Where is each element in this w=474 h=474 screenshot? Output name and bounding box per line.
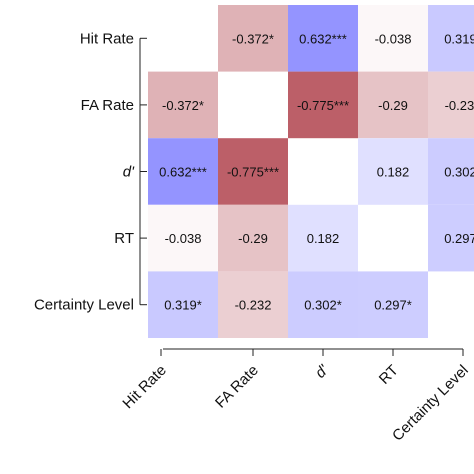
heatmap-cell-hit-rate-rt (358, 5, 428, 72)
heatmap-cell-hit-rate-certainty-level (428, 5, 474, 72)
heatmap-cell-rt-d (288, 204, 358, 272)
cell-value-label: -0.29 (378, 98, 408, 113)
cell-value-label: -0.232 (235, 298, 272, 313)
cell-value-label: 0.297* (374, 298, 412, 313)
cell-value-label: -0.29 (238, 231, 268, 246)
y-tick-label-rt: RT (114, 230, 134, 247)
heatmap-cell-hit-rate-fa-rate (218, 5, 288, 72)
heatmap-cell-rt-certainty-level (428, 204, 474, 272)
cell-value-label: -0.038 (375, 31, 412, 46)
heatmap-cell-certainty-level-fa-rate (218, 271, 288, 338)
cell-value-label: 0.297* (444, 231, 474, 246)
y-tick-label-d: d' (123, 164, 135, 181)
heatmap-cell-rt-hit-rate (148, 204, 218, 272)
cell-value-label: -0.775*** (297, 98, 349, 113)
heatmap-cell-d-rt (358, 138, 428, 205)
cell-value-label: 0.632*** (159, 165, 207, 180)
y-tick-label-hit-rate: Hit Rate (80, 30, 134, 47)
heatmap-cell-fa-rate-rt (358, 71, 428, 139)
heatmap-cell-rt-fa-rate (218, 204, 288, 272)
heatmap-cell-d-certainty-level (428, 138, 474, 205)
cell-value-label: -0.038 (165, 231, 202, 246)
cell-value-label: 0.319* (444, 31, 474, 46)
cell-value-label: 0.182 (377, 165, 410, 180)
cell-value-label: -0.232 (445, 98, 474, 113)
heatmap-cell-certainty-level-d (288, 271, 358, 338)
heatmap-cell-fa-rate-hit-rate (148, 71, 218, 139)
heatmap-cell-d-fa-rate (218, 138, 288, 205)
cell-value-label: 0.302* (444, 165, 474, 180)
cell-value-label: 0.632*** (299, 31, 347, 46)
y-tick-label-certainty-level: Certainty Level (34, 297, 134, 314)
heatmap-cell-certainty-level-rt (358, 271, 428, 338)
x-tick-label-rt: RT (376, 362, 402, 388)
heatmap-cell-fa-rate-certainty-level (428, 71, 474, 139)
heatmap-cell-certainty-level-hit-rate (148, 271, 218, 338)
cell-value-label: -0.372* (232, 31, 274, 46)
x-tick-label-certainty-level: Certainty Level (389, 362, 472, 445)
heatmap-cells (148, 5, 474, 338)
heatmap-axes (139, 37, 464, 356)
heatmap-cell-fa-rate-d (288, 71, 358, 139)
y-tick-label-fa-rate: FA Rate (81, 97, 134, 114)
heatmap-cell-d-hit-rate (148, 138, 218, 205)
heatmap-cell-hit-rate-d (288, 5, 358, 72)
cell-value-label: -0.775*** (227, 165, 279, 180)
x-tick-label-fa-rate: FA Rate (212, 362, 262, 412)
cell-value-label: -0.372* (162, 98, 204, 113)
x-tick-label-d: d' (312, 361, 333, 382)
cell-value-label: 0.182 (307, 231, 340, 246)
cell-value-label: 0.302* (304, 298, 342, 313)
cell-value-label: 0.319* (164, 298, 202, 313)
x-tick-label-hit-rate: Hit Rate (119, 362, 169, 412)
